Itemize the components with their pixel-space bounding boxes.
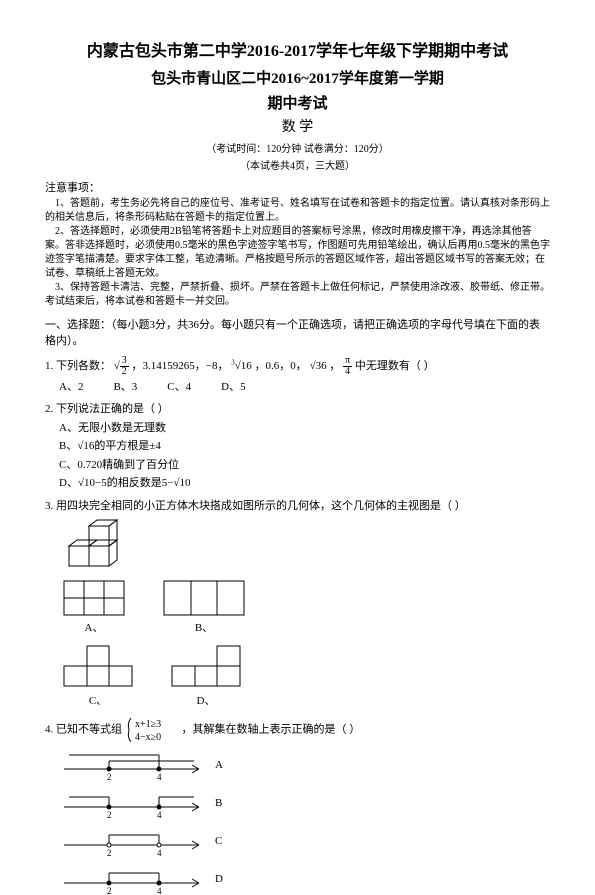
school-header: 内蒙古包头市第二中学2016-2017学年七年级下学期期中考试 [45, 40, 550, 64]
notice-title: 注意事项： [45, 180, 550, 197]
svg-text:4: 4 [157, 848, 162, 857]
notice-item-2: 2、答选择题时，必须使用2B铅笔将答题卡上对应题目的答案标号涂黑，修改时用橡皮擦… [45, 225, 550, 281]
duration: （考试时间：120分钟 试卷满分：120分） [45, 142, 550, 157]
q4-choice-c: C [215, 833, 222, 850]
question-1: 1. 下列各数： √32 ，3.14159265，−8， 3√16 ，0.6，0… [45, 356, 550, 396]
root-36: √36 [310, 360, 327, 372]
svg-text:2: 2 [107, 848, 112, 857]
q3-choice-c: C、 [89, 693, 107, 710]
q1-choice-d: D、5 [221, 379, 245, 396]
q2-stem: 2. 下列说法正确的是（ ） [45, 401, 550, 418]
q4-option-d-icon: 24 [59, 863, 209, 895]
svg-text:4: 4 [157, 886, 162, 895]
q1-stem-c: ，0.6，0， [255, 360, 307, 372]
isometric-cubes-icon [59, 516, 134, 572]
root-3-2: √32 [114, 360, 129, 372]
q3-choice-a: A、 [85, 620, 104, 637]
svg-text:4−x≥0: 4−x≥0 [135, 732, 161, 743]
q1-stem-d: ， [329, 360, 340, 372]
q4-option-b-icon: 24 [59, 787, 209, 819]
subject: 数 学 [45, 117, 550, 138]
section-1-header: 一、选择题：（每小题3分，共36分。每小题只有一个正确选项，请把正确选项的字母代… [45, 317, 550, 350]
q4-choice-d: D [215, 871, 223, 888]
question-2: 2. 下列说法正确的是（ ） A、无限小数是无理数 B、√16的平方根是±4 C… [45, 401, 550, 492]
q1-stem-a: 1. 下列各数： [45, 360, 111, 372]
svg-text:2: 2 [107, 810, 112, 819]
notice-item-1: 1、答题前，考生务必先将自己的座位号、准考证号、姓名填写在试卷和答题卡的指定位置… [45, 197, 550, 225]
q4-option-c-icon: 24 [59, 825, 209, 857]
svg-text:x+1≥3: x+1≥3 [135, 719, 161, 730]
exam-title-2: 期中考试 [45, 93, 550, 116]
q3-option-c-icon [59, 643, 137, 691]
q2-choice-a: A、无限小数是无理数 [59, 420, 550, 437]
q1-choice-a: A、2 [59, 379, 83, 396]
svg-text:4: 4 [157, 810, 162, 819]
q3-option-b-icon [159, 578, 249, 618]
format: （本试卷共4页，三大题） [45, 159, 550, 174]
svg-text:4: 4 [157, 772, 162, 781]
q3-choice-b: B、 [195, 620, 213, 637]
pi-over-4: π4 [343, 356, 352, 377]
q1-stem-b: ，3.14159265，−8， [132, 360, 229, 372]
q2-choice-b: B、√16的平方根是±4 [59, 438, 550, 455]
question-4: 4. 已知不等式组 x+1≥3 4−x≥0 ，其解集在数轴上表示正确的是（ ） [45, 715, 550, 895]
notice-item-3: 3、保持答题卡清洁、完整，严禁折叠、损坏。严禁在答题卡上做任何标记，严禁使用涂改… [45, 281, 550, 309]
svg-text:2: 2 [107, 772, 112, 781]
q2-choice-d: D、√10−5的相反数是5−√10 [59, 475, 550, 492]
q3-stem: 3. 用四块完全相同的小正方体木块搭成如图所示的几何体，这个几何体的主视图是（ … [45, 498, 550, 515]
q2-choice-c: C、0.720精确到了百分位 [59, 457, 550, 474]
q1-stem-e: 中无理数有（ ） [355, 360, 435, 372]
q4-choice-b: B [215, 795, 222, 812]
q4-choice-a: A [215, 757, 223, 774]
q1-choice-b: B、3 [113, 379, 137, 396]
cbrt-16: 3√16 [231, 360, 252, 372]
q1-choice-c: C、4 [167, 379, 191, 396]
exam-title-1: 包头市青山区二中2016~2017学年度第一学期 [45, 68, 550, 91]
q4-stem-a: 4. 已知不等式组 [45, 724, 122, 736]
q3-option-a-icon [59, 578, 129, 618]
q4-option-a-icon: 24 [59, 749, 209, 781]
svg-text:2: 2 [107, 886, 112, 895]
q3-choice-d: D、 [197, 693, 216, 710]
inequality-system: x+1≥3 4−x≥0 [125, 715, 179, 745]
q4-stem-b: ，其解集在数轴上表示正确的是（ ） [182, 724, 361, 736]
question-3: 3. 用四块完全相同的小正方体木块搭成如图所示的几何体，这个几何体的主视图是（ … [45, 498, 550, 710]
q3-option-d-icon [167, 643, 245, 691]
